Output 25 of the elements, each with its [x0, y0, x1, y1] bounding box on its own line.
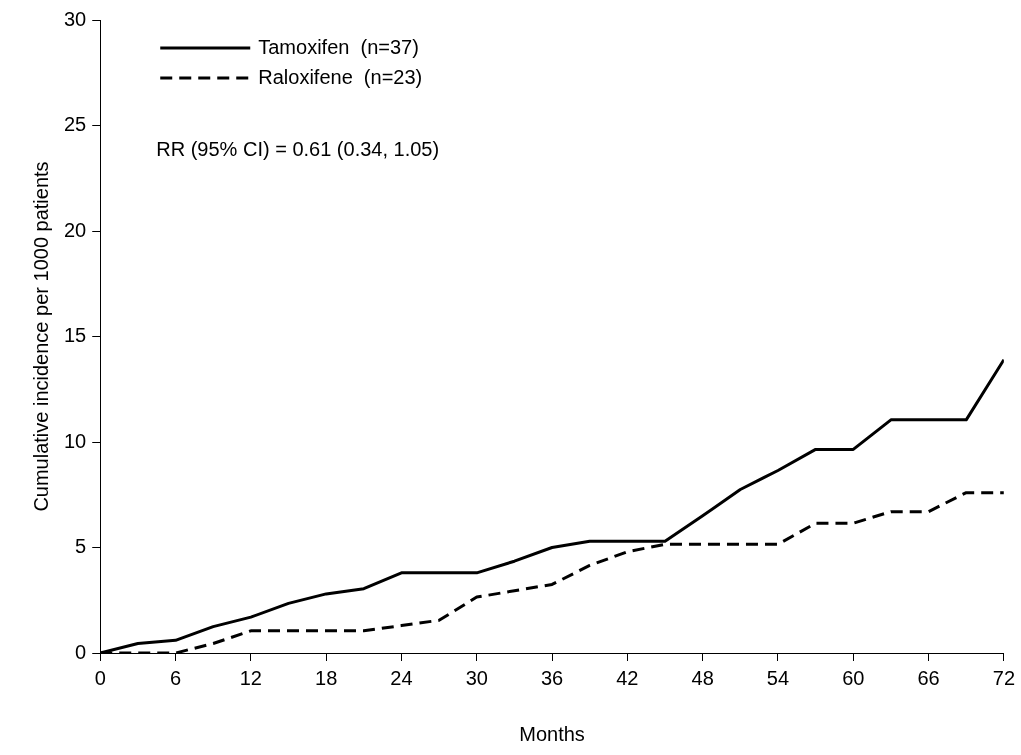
x-tick-label: 0: [94, 666, 106, 689]
x-tick-label: 12: [239, 666, 262, 689]
x-tick-label: 6: [169, 666, 182, 689]
legend-label: Raloxifene (n=23): [258, 65, 423, 88]
y-axis-title: Cumulative incidence per 1000 patients: [29, 161, 52, 512]
annotation: RR (95% CI) = 0.61 (0.34, 1.05): [156, 137, 440, 160]
y-tick-label: 15: [64, 324, 87, 347]
x-tick-label: 42: [616, 666, 639, 689]
x-axis-title: Months: [519, 722, 585, 745]
x-tick-label: 36: [540, 666, 564, 689]
x-tick-label: 66: [917, 666, 940, 689]
x-tick-label: 30: [465, 666, 488, 689]
x-tick-label: 54: [766, 666, 790, 689]
x-tick-label: 24: [390, 666, 413, 689]
y-tick-label: 25: [64, 113, 87, 136]
x-tick-label: 72: [992, 666, 1015, 689]
x-tick-label: 18: [315, 666, 338, 689]
y-tick-label: 10: [64, 429, 87, 452]
y-tick-label: 20: [64, 218, 87, 241]
y-tick-label: 5: [75, 535, 87, 558]
y-tick-label: 30: [64, 7, 87, 30]
y-tick-label: 0: [75, 640, 87, 663]
x-tick-label: 60: [842, 666, 865, 689]
x-tick-label: 48: [691, 666, 714, 689]
legend-label: Tamoxifen (n=37): [258, 35, 419, 58]
